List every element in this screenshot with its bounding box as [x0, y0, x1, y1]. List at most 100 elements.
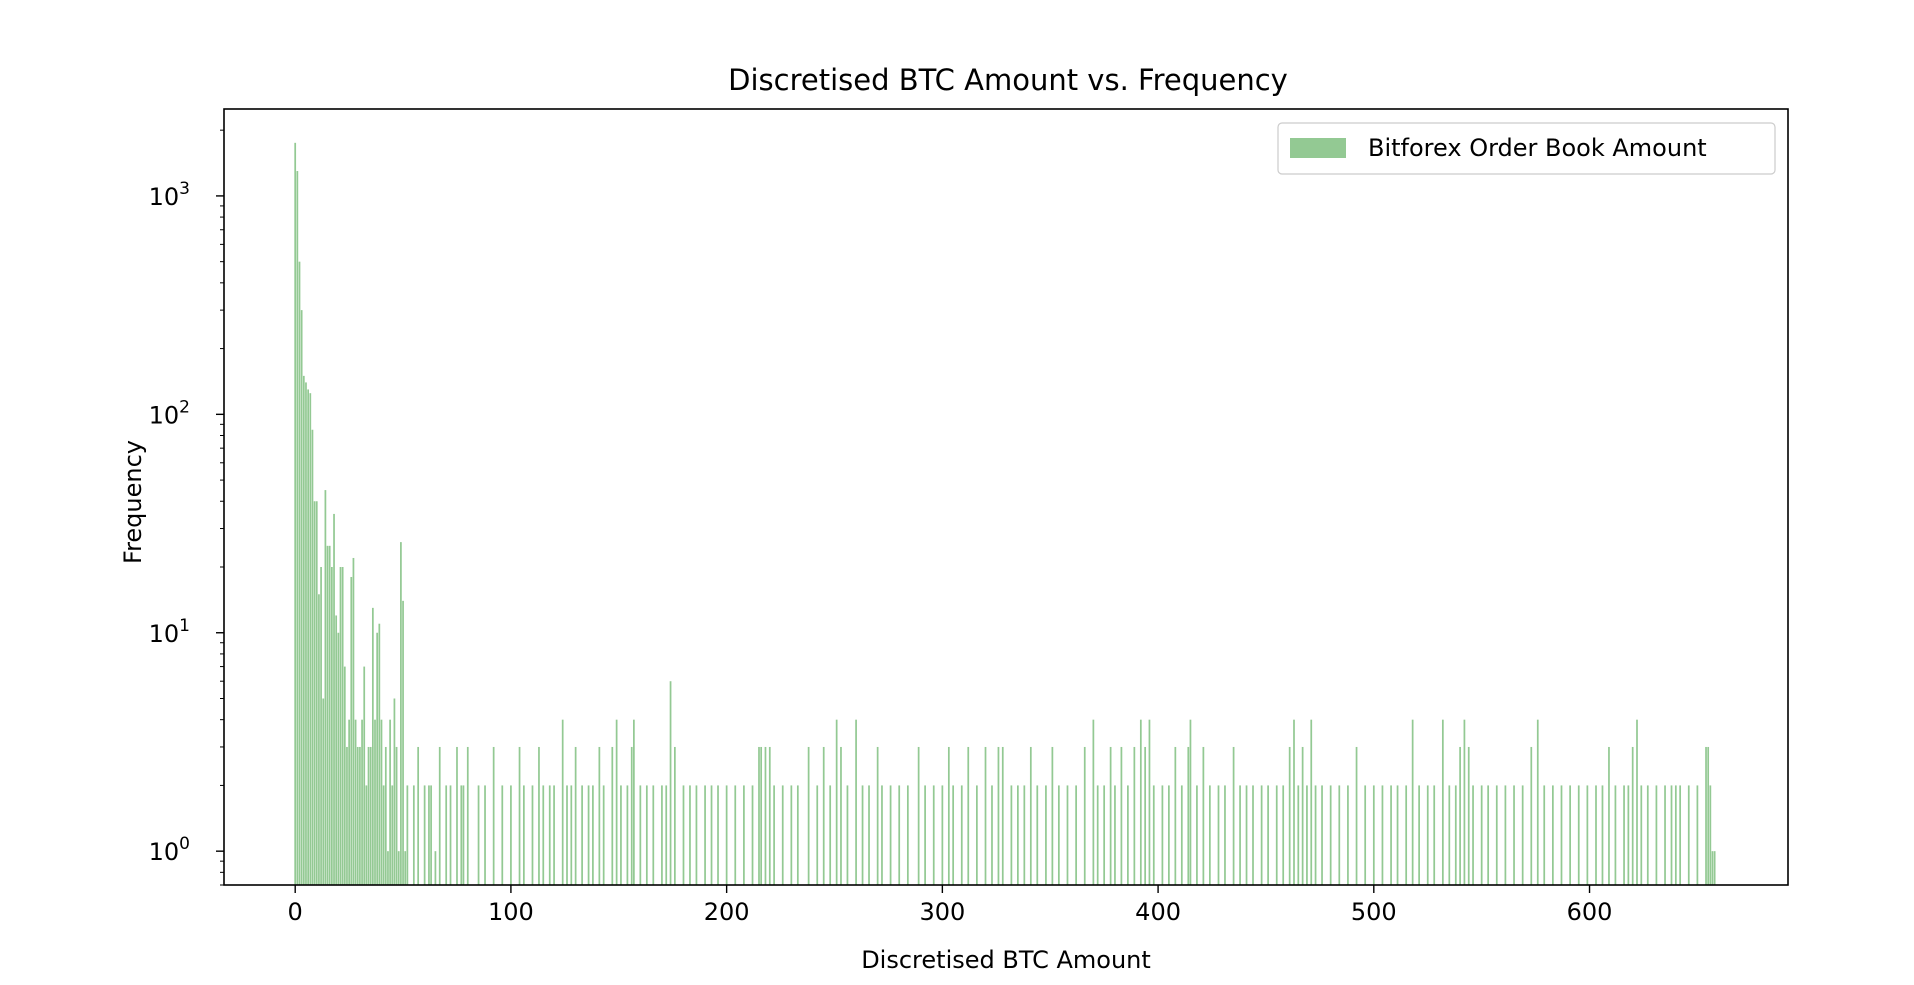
bar [404, 851, 407, 885]
bar [1245, 785, 1248, 885]
bar [352, 557, 355, 885]
bar [501, 785, 504, 885]
bar [1096, 785, 1099, 885]
bar [1707, 746, 1710, 885]
bar [1552, 785, 1554, 885]
bar [1347, 785, 1349, 885]
bar [1536, 719, 1539, 885]
x-tick-label: 600 [1567, 898, 1613, 926]
bar [456, 746, 458, 885]
bar [384, 746, 387, 885]
bar [695, 785, 698, 885]
bar [1017, 785, 1019, 885]
bar [296, 171, 299, 885]
bar [1139, 719, 1142, 885]
bar [906, 785, 909, 885]
bar [574, 746, 577, 885]
bar [1114, 785, 1116, 885]
bar [328, 545, 331, 885]
bar [816, 785, 819, 885]
bar [346, 746, 348, 885]
bar [1411, 719, 1414, 885]
bar [861, 785, 864, 885]
bar [1133, 746, 1136, 885]
bar [760, 746, 763, 885]
bar [382, 785, 385, 885]
x-tick-label: 300 [919, 898, 965, 926]
bar [326, 545, 329, 885]
bar [1405, 785, 1408, 885]
bar [1066, 785, 1069, 885]
bar [305, 382, 307, 885]
y-tick-label: 101 [149, 616, 190, 648]
bar [570, 785, 573, 885]
bar [790, 785, 793, 885]
bar [846, 785, 849, 885]
bar [1275, 785, 1278, 885]
bar [976, 785, 978, 885]
bar [361, 719, 363, 885]
bar [518, 746, 521, 885]
bar [350, 576, 353, 885]
bar [395, 746, 398, 885]
bar [369, 746, 372, 885]
bar [1640, 785, 1643, 885]
bar [626, 785, 629, 885]
bar [400, 542, 402, 885]
bar [947, 746, 950, 885]
bar [807, 746, 810, 885]
bar [389, 719, 391, 885]
bar [717, 785, 719, 885]
y-axis-ticks: 100 101 102 103 [149, 129, 224, 886]
bar [1144, 746, 1147, 885]
bar [561, 719, 564, 885]
bar [1232, 746, 1235, 885]
bar [298, 261, 301, 885]
bar [592, 785, 594, 885]
bar [1297, 785, 1300, 885]
bar [449, 785, 452, 885]
bar [374, 719, 376, 885]
bar [898, 785, 901, 885]
bar [1239, 785, 1241, 885]
bar [960, 785, 963, 885]
bar [587, 785, 590, 885]
bar [1448, 785, 1451, 885]
bar [1396, 785, 1399, 885]
bar [1314, 785, 1317, 885]
bar [710, 785, 713, 885]
bar [889, 785, 892, 885]
bar [1329, 785, 1332, 885]
bar [615, 719, 618, 885]
bar [1321, 785, 1323, 885]
bar [380, 719, 383, 885]
bar [406, 785, 409, 885]
bar [1161, 785, 1164, 885]
bar [307, 389, 309, 885]
bar [1426, 785, 1429, 885]
bar [365, 785, 368, 885]
bar [387, 851, 389, 885]
y-tick-label: 102 [149, 397, 190, 429]
bar [510, 785, 512, 885]
y-tick-label: 103 [149, 179, 190, 211]
bar [633, 719, 635, 885]
bar [1705, 746, 1707, 885]
bar [354, 719, 357, 885]
bar [1623, 785, 1625, 885]
bar [320, 567, 322, 885]
bar [376, 632, 379, 885]
bar [1306, 785, 1308, 885]
bar [725, 785, 728, 885]
bar [337, 632, 340, 885]
bar [548, 785, 551, 885]
bar [1051, 746, 1054, 885]
bar [1504, 785, 1507, 885]
bar [1472, 785, 1474, 885]
bar [1057, 785, 1060, 885]
bar [1586, 785, 1589, 885]
bar [661, 785, 663, 885]
bar [1372, 785, 1375, 885]
bar [835, 719, 838, 885]
bar [1282, 785, 1285, 885]
